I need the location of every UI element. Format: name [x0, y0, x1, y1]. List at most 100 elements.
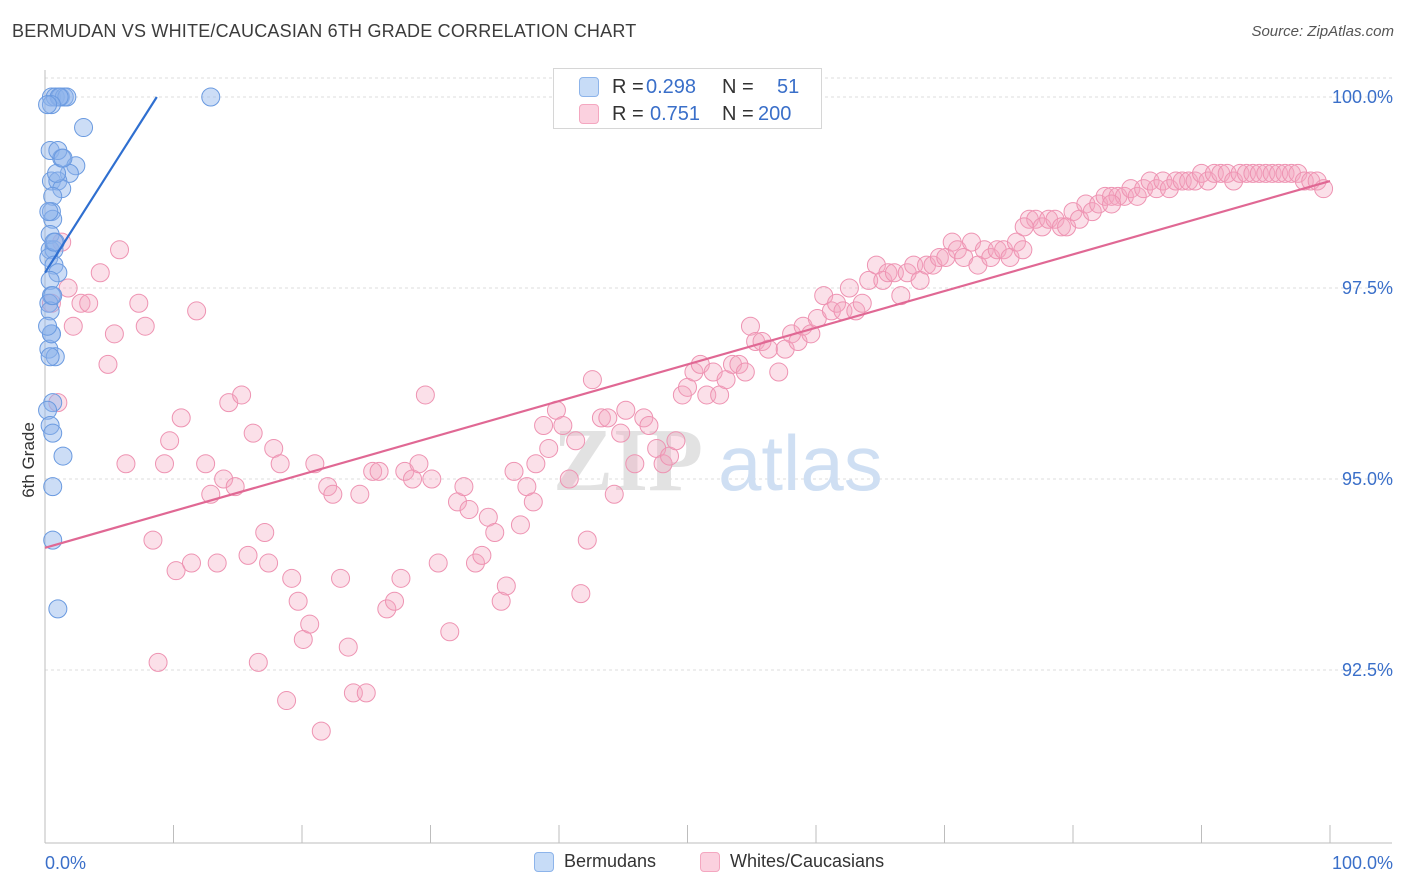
point-bermudans	[74, 118, 94, 138]
point-whites	[196, 454, 216, 474]
source-label: Source: ZipAtlas.com	[1251, 23, 1394, 40]
point-whites	[604, 484, 624, 504]
point-whites	[577, 530, 597, 550]
point-whites	[385, 591, 405, 611]
point-whites	[666, 431, 686, 451]
point-whites	[79, 293, 99, 313]
legend: Bermudans Whites/Caucasians	[0, 851, 1406, 877]
point-whites	[270, 454, 290, 474]
point-whites	[160, 431, 180, 451]
legend-swatch-bermudans	[534, 851, 554, 872]
point-whites	[377, 599, 397, 619]
point-whites	[214, 469, 234, 489]
point-whites	[350, 484, 370, 504]
point-whites	[559, 469, 579, 489]
point-bermudans	[53, 446, 73, 466]
point-whites	[878, 263, 898, 283]
point-whites	[929, 247, 949, 267]
y-tick-label: 97.5%	[1342, 278, 1393, 298]
stats-n-value: 200	[758, 102, 792, 125]
point-whites	[1013, 240, 1033, 260]
point-bermudans	[48, 599, 68, 619]
point-bermudans	[38, 316, 58, 336]
point-whites	[735, 362, 755, 382]
point-bermudans	[44, 232, 64, 252]
point-whites	[331, 568, 351, 588]
point-whites	[454, 477, 474, 497]
point-whites	[523, 492, 543, 512]
point-whites	[465, 553, 485, 573]
point-whites	[625, 454, 645, 474]
point-bermudans	[40, 270, 60, 290]
point-whites	[1014, 217, 1034, 237]
point-whites	[255, 522, 275, 542]
point-whites	[90, 263, 110, 283]
y-tick-label: 95.0%	[1342, 469, 1393, 489]
point-whites	[248, 652, 268, 672]
point-whites	[510, 515, 530, 535]
stats-box: R = 0.298 N = 51 R = 0.751 N = 200	[553, 68, 822, 129]
point-whites	[181, 553, 201, 573]
point-whites	[1006, 232, 1026, 252]
trendline-whites	[44, 179, 1331, 549]
point-whites	[98, 354, 118, 374]
legend-label-whites: Whites/Caucasians	[730, 851, 885, 871]
legend-item-whites[interactable]: Whites/Caucasians	[700, 851, 884, 872]
point-whites	[534, 416, 554, 436]
point-whites	[300, 614, 320, 634]
point-whites	[758, 339, 778, 359]
point-bermudans	[45, 347, 65, 367]
x-tick-label: 0.0%	[45, 853, 86, 873]
whites-swatch	[579, 104, 599, 124]
point-whites	[491, 591, 511, 611]
point-whites	[311, 721, 331, 741]
point-bermudans	[43, 423, 63, 443]
point-bermudans	[43, 186, 63, 206]
point-bermudans	[40, 347, 60, 367]
point-bermudans	[40, 301, 60, 321]
point-whites	[504, 461, 524, 481]
point-bermudans	[43, 286, 63, 306]
point-bermudans	[53, 148, 73, 168]
point-whites	[135, 316, 155, 336]
point-whites	[369, 461, 389, 481]
legend-item-bermudans[interactable]: Bermudans	[534, 851, 656, 872]
y-tick-label: 92.5%	[1342, 660, 1393, 680]
stats-r-value: 0.751	[650, 102, 701, 125]
point-whites	[582, 370, 602, 390]
point-whites	[409, 454, 429, 474]
point-whites	[1051, 217, 1071, 237]
y-axis-label: 6th Grade	[19, 422, 38, 498]
stats-r-value: 0.298	[646, 75, 697, 98]
bermudans-swatch	[579, 77, 599, 97]
trendline-bermudans	[44, 96, 158, 274]
point-whites	[238, 545, 258, 565]
point-whites	[356, 683, 376, 703]
point-whites	[288, 591, 308, 611]
point-whites	[148, 652, 168, 672]
point-bermudans	[39, 202, 59, 222]
stats-n-value: 51	[777, 75, 800, 98]
point-whites	[171, 408, 191, 428]
point-whites	[58, 278, 78, 298]
stats-n-label: N =	[722, 75, 754, 98]
point-whites	[166, 561, 186, 581]
point-whites	[769, 362, 789, 382]
point-whites	[827, 293, 847, 313]
point-whites	[571, 584, 591, 604]
point-whites	[591, 408, 611, 428]
point-whites	[526, 454, 546, 474]
point-whites	[143, 530, 163, 550]
legend-swatch-whites	[700, 851, 720, 872]
point-whites	[207, 553, 227, 573]
stats-r-label: R =	[612, 75, 644, 98]
point-whites	[1082, 202, 1102, 222]
point-whites	[440, 622, 460, 642]
point-whites	[539, 438, 559, 458]
point-whites	[187, 301, 207, 321]
point-whites	[338, 637, 358, 657]
point-whites	[1102, 194, 1122, 214]
legend-label-bermudans: Bermudans	[564, 851, 657, 871]
point-whites	[729, 354, 749, 374]
point-whites	[363, 461, 383, 481]
